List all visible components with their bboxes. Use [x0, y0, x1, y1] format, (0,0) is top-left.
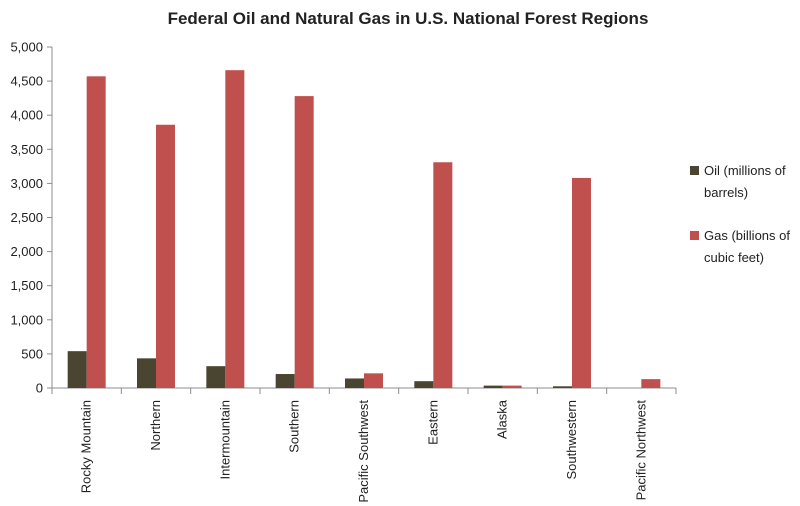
bar-oil-intermountain [206, 366, 226, 388]
bar-oil-northern [137, 358, 156, 388]
x-tick-label: Intermountain [217, 400, 232, 480]
x-tick-label: Alaska [495, 399, 510, 439]
y-tick-label: 2,500 [10, 210, 43, 225]
bar-gas-intermountain [225, 70, 245, 389]
bar-oil-pacific-southwest [345, 378, 364, 388]
y-tick-label: 2,000 [10, 244, 43, 259]
legend-swatch-oil [690, 166, 699, 175]
x-tick-label: Northern [148, 400, 163, 451]
x-tick-label: Pacific Southwest [356, 400, 371, 503]
y-tick-label: 0 [36, 381, 43, 396]
chart-title: Federal Oil and Natural Gas in U.S. Nati… [168, 9, 649, 28]
bar-oil-rocky-mountain [67, 351, 87, 388]
bar-gas-eastern [433, 162, 453, 388]
y-tick-label: 4,000 [10, 108, 43, 123]
x-tick-label: Pacific Northwest [633, 400, 648, 501]
legend-label-gas: cubic feet) [704, 250, 764, 265]
x-tick-label: Rocky Mountain [79, 400, 94, 493]
legend-swatch-gas [690, 231, 699, 240]
bar-oil-southern [275, 374, 295, 388]
bar-gas-rocky-mountain [86, 76, 106, 389]
y-tick-label: 1,500 [10, 278, 43, 293]
bar-gas-pacific-northwest [641, 379, 661, 388]
y-tick-label: 4,500 [10, 74, 43, 89]
x-tick-label: Southwestern [564, 400, 579, 480]
bar-oil-southwestern [553, 386, 572, 388]
bar-gas-southern [294, 96, 314, 388]
y-tick-label: 1,000 [10, 312, 43, 327]
x-tick-label: Southern [287, 400, 302, 453]
bar-gas-southwestern [572, 177, 591, 388]
bar-gas-pacific-southwest [364, 373, 383, 388]
legend-label-oil: barrels) [704, 185, 748, 200]
plot-area: 0 500 1,000 1,500 2,000 2,500 3,000 3,500 4,000 4… [10, 40, 677, 503]
x-tick-label: Eastern [425, 400, 440, 445]
y-tick-label: 3,000 [10, 176, 43, 191]
y-tick-label: 3,500 [10, 142, 43, 157]
y-tick-label: 5,000 [10, 40, 43, 55]
bar-gas-alaska [502, 385, 522, 388]
y-tick-label: 500 [21, 346, 43, 361]
legend-label-oil: Oil (millions of [704, 163, 786, 178]
bar-oil-alaska [483, 385, 503, 388]
legend-label-gas: Gas (billions of [704, 228, 790, 243]
bar-oil-eastern [414, 381, 434, 388]
bar-gas-northern [156, 124, 175, 389]
legend: Oil (millions of barrels) Gas (billions of… [690, 163, 790, 265]
